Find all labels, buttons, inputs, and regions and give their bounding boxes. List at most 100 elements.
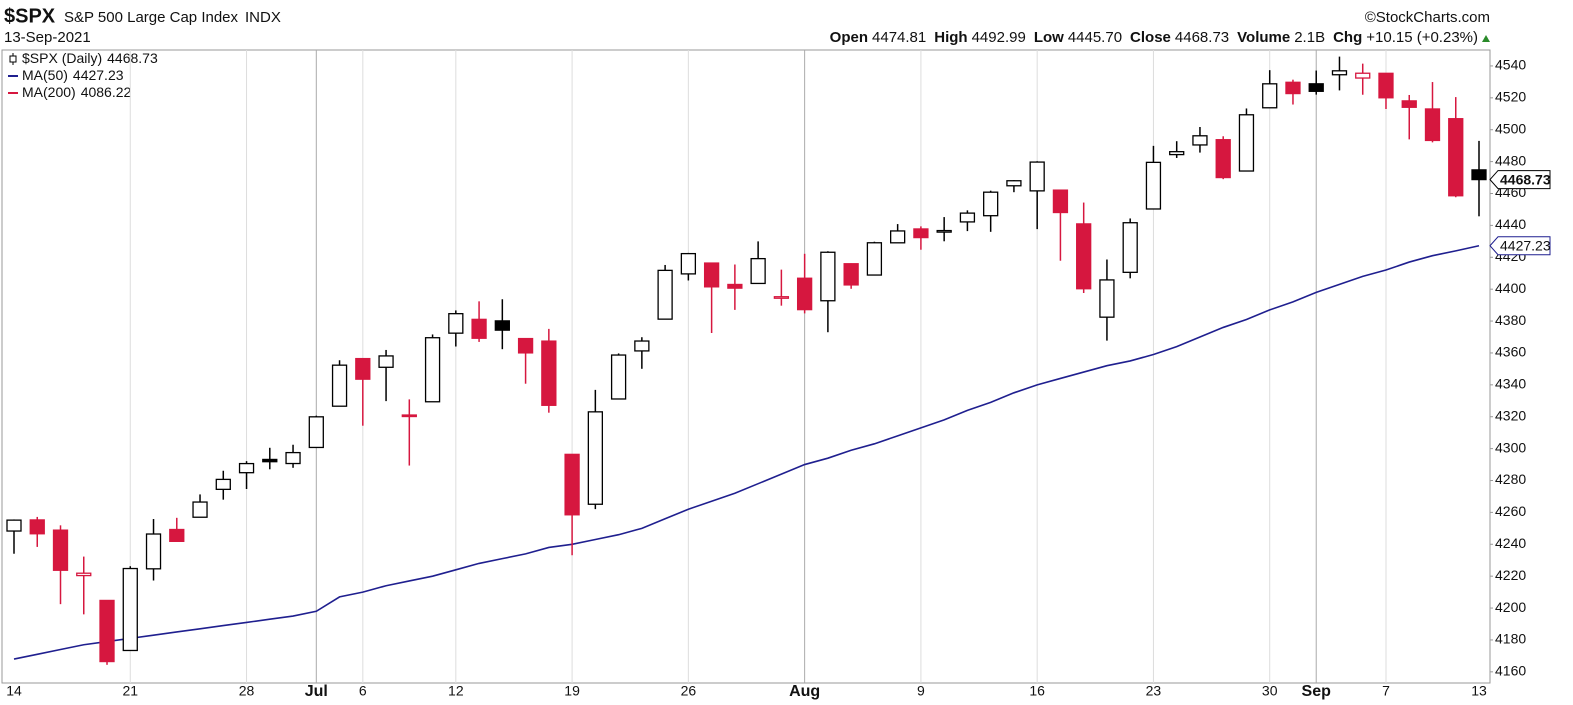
legend-name: MA(200): [22, 84, 76, 100]
candle-body: [448, 313, 464, 334]
legend-entry: MA(200) 4086.22: [22, 84, 132, 100]
candle-body: [843, 263, 859, 286]
exchange: INDX: [245, 9, 281, 26]
candle-body: [541, 340, 557, 406]
ma-tag: 4427.23: [1500, 237, 1551, 253]
candle-body: [1145, 161, 1162, 210]
y-tick-label: 4340: [1495, 376, 1526, 392]
y-tick-label: 4480: [1495, 152, 1526, 168]
y-tick-label: 4500: [1495, 120, 1526, 136]
y-tick-label: 4300: [1495, 439, 1526, 455]
y-tick-label: 4240: [1495, 535, 1526, 551]
candle-body: [890, 230, 906, 244]
candle-body: [727, 283, 743, 289]
x-tick-label: 26: [681, 683, 697, 699]
candle-body: [378, 355, 394, 368]
candle-body: [1122, 222, 1138, 273]
candle-body: [1285, 81, 1301, 95]
x-tick-label: Aug: [789, 683, 820, 700]
legend-name: $SPX (Daily): [22, 50, 102, 66]
legend-entry: MA(50) 4427.23: [22, 67, 124, 83]
stat-value: 4445.70: [1068, 29, 1122, 46]
x-tick-label: 30: [1262, 683, 1278, 699]
legend-entry: $SPX (Daily) 4468.73: [22, 50, 158, 66]
candle-body: [262, 458, 278, 463]
candle-body: [1378, 72, 1394, 99]
candle-body: [1052, 189, 1069, 214]
y-tick-label: 4180: [1495, 631, 1526, 647]
y-tick-label: 4440: [1495, 216, 1526, 232]
candle-body: [1424, 108, 1441, 142]
stat-value: 2.1B: [1294, 29, 1325, 46]
up-arrow: [1482, 35, 1490, 42]
x-tick-label: Sep: [1302, 683, 1332, 700]
index-name: S&P 500 Large Cap Index: [64, 9, 239, 26]
stat-value: +10.15 (+0.23%): [1366, 29, 1478, 46]
candle-body: [122, 567, 138, 652]
candle-body: [1401, 100, 1417, 108]
candle-body: [796, 277, 813, 311]
stat-label: Open: [830, 29, 868, 46]
candle-body: [424, 337, 441, 403]
candle-body: [1308, 83, 1324, 92]
candle-body: [331, 364, 348, 407]
ma-line: [13, 244, 1480, 660]
candle-body: [1029, 161, 1045, 192]
candle-body: [215, 478, 231, 491]
candle-body: [1076, 223, 1092, 290]
stat-label: High: [934, 29, 967, 46]
x-tick-label: 28: [239, 683, 255, 699]
candle-body: [1006, 180, 1022, 187]
candle-body: [1215, 139, 1231, 179]
candle-body: [1355, 72, 1371, 79]
source: ©StockCharts.com: [1365, 9, 1490, 26]
price-tag: 4468.73: [1500, 171, 1551, 187]
x-tick-label: Jul: [305, 683, 328, 700]
candle-body: [29, 519, 45, 535]
y-tick-label: 4380: [1495, 312, 1526, 328]
candle-body: [471, 318, 487, 339]
x-tick-label: 9: [917, 683, 925, 699]
candle-body: [308, 416, 324, 449]
y-tick-label: 4200: [1495, 599, 1526, 615]
x-tick-label: 13: [1471, 683, 1487, 699]
candle-body: [1238, 114, 1255, 172]
x-tick-label: 21: [122, 683, 138, 699]
candle-body: [6, 519, 22, 532]
stat-label: Chg: [1333, 29, 1362, 46]
candle-body: [99, 599, 115, 663]
candle-body: [913, 228, 929, 239]
y-tick-label: 4360: [1495, 344, 1526, 360]
x-tick-label: 16: [1029, 683, 1045, 699]
candle-body: [820, 251, 836, 302]
x-tick-label: 7: [1382, 683, 1390, 699]
candle-body: [494, 320, 510, 331]
x-tick-label: 12: [448, 683, 464, 699]
symbol: $SPX: [4, 5, 56, 27]
candle-body: [587, 411, 603, 505]
legend-name: MA(50): [22, 67, 68, 83]
y-tick-label: 4160: [1495, 663, 1526, 679]
candle-body: [1471, 169, 1487, 181]
candle-body: [1331, 70, 1348, 76]
candle-body: [192, 501, 208, 518]
candle-body: [680, 252, 697, 275]
candle-body: [76, 572, 92, 577]
candle-body: [866, 242, 883, 276]
stat-label: Low: [1034, 29, 1064, 46]
candle-body: [517, 337, 534, 354]
candle-body: [145, 533, 162, 570]
candle-body: [1448, 118, 1464, 197]
candle-body: [1099, 279, 1115, 318]
candle-body: [936, 229, 952, 233]
y-tick-label: 4400: [1495, 280, 1526, 296]
candle-body: [750, 257, 766, 285]
stats: Open 4474.81 High 4492.99 Low 4445.70 Close 446…: [830, 29, 1478, 46]
x-tick-label: 14: [6, 683, 22, 699]
candle-body: [169, 528, 185, 542]
candle-body: [1262, 83, 1278, 109]
date: 13-Sep-2021: [4, 29, 91, 46]
stat-value: 4492.99: [972, 29, 1026, 46]
